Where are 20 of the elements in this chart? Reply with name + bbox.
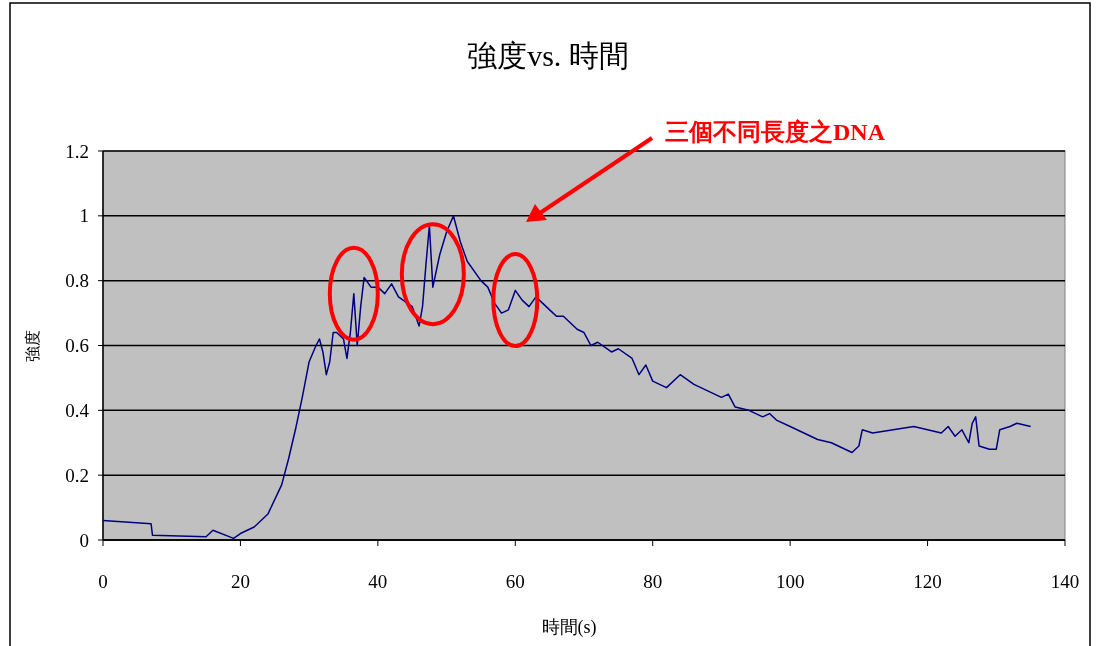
y-tick-label: 0 [79,529,89,551]
x-tick-label: 0 [98,571,108,592]
x-tick-label: 140 [1050,571,1080,592]
x-tick-label: 60 [505,571,525,592]
y-tick-label: 1 [79,205,89,227]
x-axis-title: 時間(s) [541,617,597,638]
line-series [102,215,1032,540]
x-tick-label: 120 [913,571,942,592]
x-tick-label: 40 [368,571,388,592]
x-tick-label: 80 [643,571,663,592]
y-axis-title: 強度 [24,329,41,362]
y-tick-label: 0.4 [65,399,90,421]
x-tick-label: 100 [775,571,805,592]
chart-title: 強度vs. 時間 [467,39,629,72]
y-tick-label: 0.2 [65,464,89,486]
y-tick-label: 0.8 [65,270,89,292]
y-tick-label: 0.6 [65,335,89,357]
text: 三個不同長度之DNA [665,119,886,145]
x-tick-label: 20 [230,571,250,592]
y-tick-label: 1.2 [65,140,89,162]
